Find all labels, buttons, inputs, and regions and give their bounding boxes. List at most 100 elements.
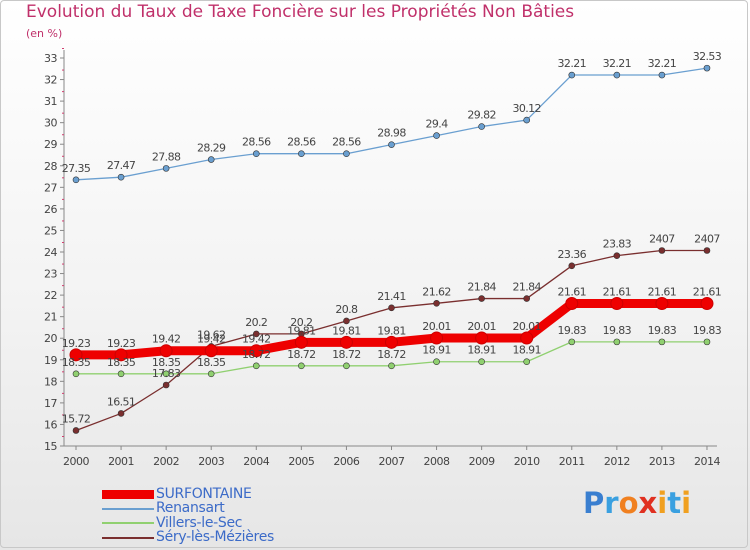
logo-letter: i xyxy=(657,486,668,520)
data-label: 18.91 xyxy=(467,344,496,357)
data-point xyxy=(568,262,576,270)
data-point xyxy=(339,335,353,349)
data-point xyxy=(610,297,624,311)
data-point xyxy=(703,64,711,72)
data-label: 18.91 xyxy=(422,344,451,357)
chart-legend: SURFONTAINE Renansart Villers-le-Sec Séry-l… xyxy=(102,486,274,546)
legend-label: Renansart xyxy=(156,500,225,517)
data-point xyxy=(565,297,579,311)
data-point xyxy=(207,370,215,378)
data-label: 27.47 xyxy=(107,159,136,172)
data-label: 21.61 xyxy=(558,286,587,299)
data-point xyxy=(343,362,350,370)
data-label: 19.83 xyxy=(603,324,632,337)
data-label: 18.35 xyxy=(152,356,181,369)
data-label: 18.72 xyxy=(332,348,361,361)
data-label: 19.42 xyxy=(242,333,271,346)
y-tick-label: 26 xyxy=(44,203,57,216)
y-tick-label: 22 xyxy=(44,289,57,302)
series-3 xyxy=(72,247,711,434)
data-point xyxy=(433,300,440,307)
data-point xyxy=(700,297,714,311)
data-label: 29.4 xyxy=(426,118,449,131)
data-point xyxy=(298,362,305,370)
data-point xyxy=(72,176,80,184)
data-point xyxy=(159,344,173,358)
data-point xyxy=(294,335,308,349)
data-point xyxy=(388,362,395,370)
data-point xyxy=(343,150,350,158)
data-label: 15.72 xyxy=(62,412,91,425)
data-point xyxy=(568,338,576,346)
data-label: 21.61 xyxy=(693,286,722,299)
data-point xyxy=(478,358,485,366)
data-point xyxy=(475,331,489,345)
data-point xyxy=(249,344,263,358)
series-2 xyxy=(72,338,711,378)
data-label: 19.42 xyxy=(152,333,181,346)
legend-swatch xyxy=(102,489,154,499)
data-point xyxy=(114,348,128,362)
x-tick-label: 2011 xyxy=(559,455,585,468)
data-label: 18.35 xyxy=(107,356,136,369)
logo-letter: r xyxy=(604,486,619,520)
data-label: 18.91 xyxy=(512,344,541,357)
data-label: 30.12 xyxy=(512,102,541,115)
legend-label: Séry-lès-Mézières xyxy=(156,529,274,546)
data-point xyxy=(388,304,395,312)
data-label: 20.2 xyxy=(290,316,312,329)
data-label: 18.35 xyxy=(197,356,226,369)
data-label: 32.21 xyxy=(648,57,677,70)
x-tick-label: 2006 xyxy=(333,455,359,468)
data-point xyxy=(384,335,398,349)
data-point xyxy=(343,317,350,325)
legend-label: Villers-le-Sec xyxy=(156,514,243,531)
x-tick-label: 2010 xyxy=(514,455,540,468)
data-point xyxy=(117,370,125,378)
x-tick-label: 2012 xyxy=(604,455,630,468)
y-tick-label: 24 xyxy=(44,246,57,259)
y-tick-label: 27 xyxy=(44,181,57,194)
data-point xyxy=(433,132,440,139)
data-point xyxy=(72,370,80,378)
data-label: 2407 xyxy=(694,232,720,245)
data-label: 19.23 xyxy=(62,337,91,350)
data-point xyxy=(703,247,711,254)
series-1 xyxy=(72,64,711,184)
logo-letter: i xyxy=(681,486,692,520)
chart-unit-label: (en %) xyxy=(26,27,63,40)
legend-item: Renansart xyxy=(102,500,274,517)
y-tick-label: 20 xyxy=(44,332,57,345)
series-0 xyxy=(69,297,714,362)
legend-swatch xyxy=(102,522,154,525)
data-label: 27.88 xyxy=(152,150,181,163)
data-label: 18.72 xyxy=(242,348,271,361)
data-label: 19.62 xyxy=(197,328,226,341)
data-label: 19.42 xyxy=(197,333,226,346)
y-tick-label: 30 xyxy=(44,117,57,130)
y-tick-label: 31 xyxy=(44,95,57,108)
y-tick-label: 28 xyxy=(44,160,57,173)
data-label: 20.01 xyxy=(467,320,496,333)
data-label: 28.56 xyxy=(332,136,361,149)
y-tick-label: 15 xyxy=(44,440,57,453)
data-label: 18.72 xyxy=(377,348,406,361)
logo-letter: t xyxy=(667,486,682,520)
y-tick-label: 19 xyxy=(44,354,57,367)
data-point xyxy=(162,165,170,172)
x-tick-label: 2001 xyxy=(108,455,134,468)
data-label: 16.51 xyxy=(107,395,136,408)
data-label: 23.83 xyxy=(603,238,632,251)
legend-swatch xyxy=(102,536,154,539)
data-label: 28.56 xyxy=(242,136,271,149)
data-label: 20.2 xyxy=(245,316,267,329)
x-tick-label: 2007 xyxy=(378,455,404,468)
data-point xyxy=(204,344,218,358)
data-point xyxy=(658,247,666,254)
data-label: 21.61 xyxy=(648,286,677,299)
y-tick-label: 33 xyxy=(44,52,57,65)
y-tick-label: 21 xyxy=(44,311,57,324)
data-label: 23.36 xyxy=(558,248,587,261)
data-label: 19.81 xyxy=(332,324,361,337)
